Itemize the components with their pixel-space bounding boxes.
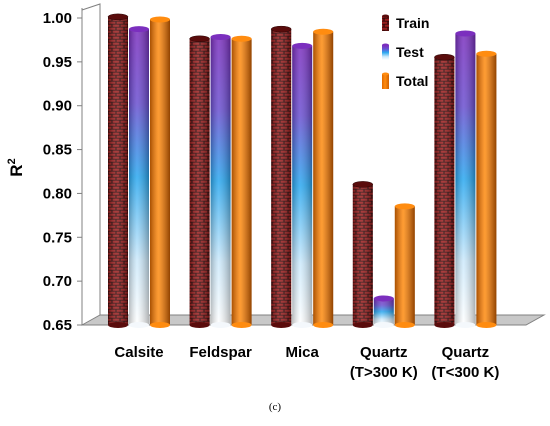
legend-item-test: Test bbox=[382, 43, 424, 60]
bar-cap bbox=[373, 295, 394, 302]
plot-side-wall bbox=[81, 3, 101, 326]
bar-train-3 bbox=[352, 181, 374, 328]
bar-shade bbox=[476, 53, 497, 326]
bar-cap bbox=[231, 35, 252, 42]
bar-base bbox=[394, 322, 415, 328]
bar-test-1 bbox=[210, 34, 231, 328]
bar-base bbox=[189, 322, 210, 328]
y-tick-label: 0.85 bbox=[43, 142, 72, 159]
bar-base bbox=[476, 322, 497, 328]
bar-test-4 bbox=[455, 30, 476, 328]
bar-cap bbox=[189, 35, 210, 43]
x-tick-label: (T>300 K) bbox=[350, 364, 418, 381]
y-tick-label: 1.00 bbox=[43, 10, 72, 27]
y-tick-label: 0.65 bbox=[43, 317, 72, 334]
bar-base bbox=[352, 322, 373, 328]
x-tick-label: Feldspar bbox=[189, 344, 252, 361]
bar-base bbox=[231, 322, 252, 328]
bar-shade bbox=[271, 29, 292, 326]
bar-shade bbox=[231, 38, 252, 325]
bar-total-4 bbox=[476, 50, 497, 328]
legend-swatch bbox=[382, 16, 389, 31]
bar-cap bbox=[394, 203, 415, 210]
x-axis-labels: Calsite Feldspar Mica Quartz (T>300 K) Quartz… bbox=[114, 344, 499, 381]
bar-cap bbox=[352, 181, 374, 188]
y-tick-label: 0.95 bbox=[43, 54, 72, 71]
bar-base bbox=[108, 322, 128, 328]
bar-shade bbox=[434, 57, 455, 326]
bar-train-2 bbox=[270, 25, 292, 328]
y-tick-label: 0.90 bbox=[43, 98, 72, 115]
bar-total-0 bbox=[150, 16, 170, 328]
bar-cap bbox=[434, 53, 455, 61]
bar-cap bbox=[292, 42, 313, 49]
bar-test-2 bbox=[292, 42, 313, 328]
x-tick-label: Quartz bbox=[360, 344, 408, 361]
bar-shade bbox=[373, 298, 394, 325]
x-tick-label: Calsite bbox=[114, 344, 163, 361]
legend-swatch bbox=[382, 74, 389, 89]
legend-label: Total bbox=[396, 73, 428, 89]
y-axis-label: R2 bbox=[6, 158, 26, 176]
bar-base bbox=[455, 322, 476, 328]
bar-total-3 bbox=[394, 203, 415, 328]
legend-swatch-cap bbox=[382, 72, 389, 76]
bar-shade bbox=[108, 16, 128, 326]
bar-cap bbox=[270, 25, 292, 33]
y-tick-label: 0.70 bbox=[43, 273, 72, 290]
bar-train-4 bbox=[434, 53, 455, 328]
bar-total-1 bbox=[231, 35, 252, 328]
bar-shade bbox=[313, 31, 334, 325]
x-tick-label: Quartz bbox=[442, 344, 490, 361]
bar-base bbox=[150, 322, 170, 328]
bar-cap bbox=[150, 16, 170, 23]
bar-shade bbox=[292, 45, 313, 326]
x-tick-label: Mica bbox=[286, 344, 320, 361]
y-tick-label: 0.75 bbox=[43, 229, 72, 246]
legend-label: Test bbox=[396, 44, 424, 60]
bar-shade bbox=[352, 184, 373, 325]
y-tick-label: 0.80 bbox=[43, 185, 72, 202]
legend-swatch-cap bbox=[382, 43, 389, 47]
bar-cap bbox=[455, 30, 476, 37]
bar-shade bbox=[129, 29, 149, 326]
bar-shade bbox=[150, 19, 170, 325]
figure-caption: (c) bbox=[269, 401, 282, 413]
bar-base bbox=[292, 322, 313, 328]
bar-base bbox=[129, 322, 149, 328]
legend-swatch bbox=[382, 45, 389, 60]
bar-base bbox=[271, 322, 292, 328]
bar-base bbox=[434, 322, 455, 328]
bar-cap bbox=[313, 28, 334, 35]
bars-group bbox=[107, 13, 497, 328]
bar-shade bbox=[455, 33, 476, 326]
bar-shade bbox=[394, 206, 415, 325]
bar-base bbox=[210, 322, 231, 328]
bar-base bbox=[313, 322, 334, 328]
bar-cap bbox=[129, 26, 149, 33]
bar-shade bbox=[210, 37, 231, 326]
bar-train-0 bbox=[107, 13, 129, 328]
legend-item-total: Total bbox=[382, 72, 428, 89]
bar-test-3 bbox=[373, 295, 394, 328]
bar-cap bbox=[210, 34, 231, 41]
y-axis: 1.00 0.95 0.90 0.85 0.80 0.75 0.70 0.65 bbox=[43, 8, 83, 334]
legend-item-train: Train bbox=[382, 14, 429, 31]
x-tick-label: (T<300 K) bbox=[431, 364, 499, 381]
legend-label: Train bbox=[396, 15, 429, 31]
legend: Train Test Total bbox=[382, 14, 429, 89]
bar-shade bbox=[189, 38, 210, 325]
bar-test-0 bbox=[129, 26, 149, 328]
bar-train-1 bbox=[189, 35, 210, 328]
bar-total-2 bbox=[313, 28, 334, 328]
bar-base bbox=[373, 322, 394, 328]
bar-cap bbox=[476, 50, 497, 57]
legend-swatch-cap bbox=[382, 14, 389, 18]
bar-cap bbox=[107, 13, 129, 21]
